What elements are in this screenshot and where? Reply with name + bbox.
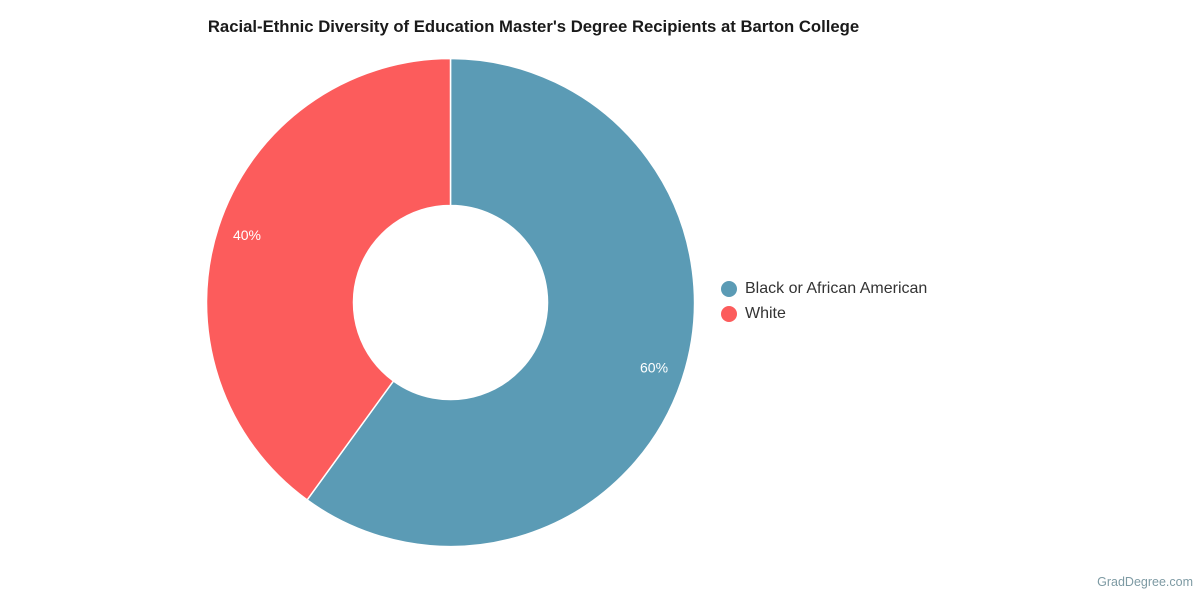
svg-text:60%: 60% (640, 359, 668, 375)
svg-text:40%: 40% (233, 227, 261, 243)
